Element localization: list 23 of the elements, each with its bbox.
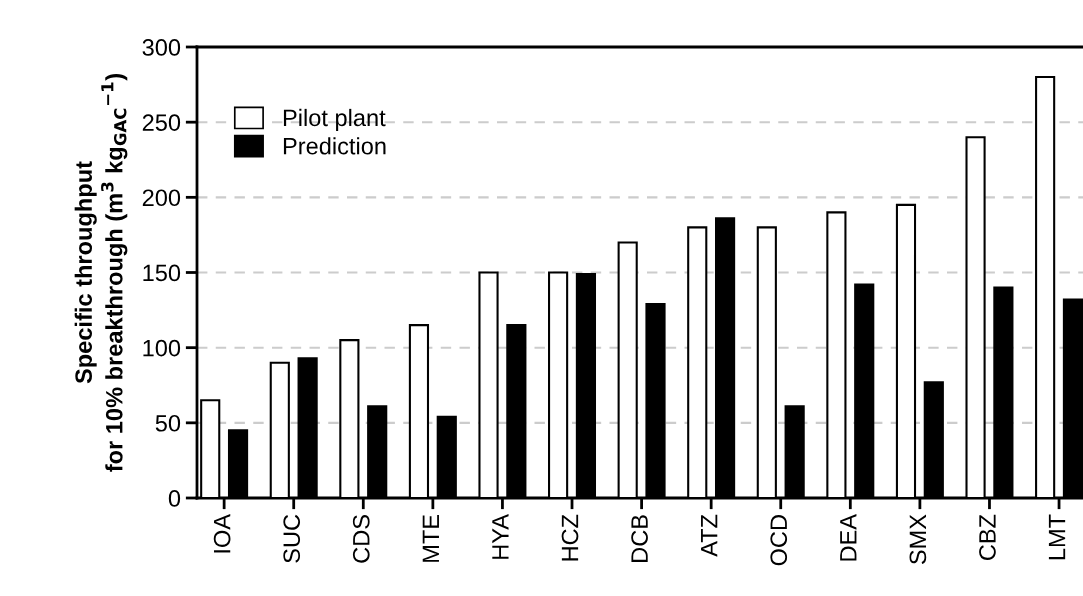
x-tick-label: DCB xyxy=(631,515,648,562)
x-tick-label: HCZ xyxy=(561,514,579,561)
x-tick-label: SMX xyxy=(909,514,927,565)
x-tick-label: CBZ xyxy=(979,514,996,560)
x-tick-label: HYA xyxy=(492,514,509,559)
x-tick-label: IOA xyxy=(213,514,231,553)
y-tick-label: 50 xyxy=(155,414,181,432)
x-tick-label: MTE xyxy=(422,514,439,562)
x-tick-label: ATZ xyxy=(701,514,718,557)
y-tick-label: 100 xyxy=(143,339,181,357)
y-tick-label: 300 xyxy=(142,39,181,56)
x-tick-label: LMT xyxy=(1048,514,1066,560)
y-tick-label: 150 xyxy=(143,264,181,282)
y-tick-label: 200 xyxy=(142,189,181,207)
x-tick-label: DEA xyxy=(840,514,857,561)
x-tick-label: CDS xyxy=(352,515,370,563)
x-tick-label: OCD xyxy=(770,515,788,566)
y-axis-title: Specific throughput for 10% breakthrough (m$^{3}$ kg$_{GAC}$$^{−1}$) xyxy=(74,74,128,472)
y-tick-label: 250 xyxy=(142,114,181,131)
y-tick-label: 0 xyxy=(168,490,181,507)
legend-label: Pilot plant xyxy=(283,108,386,131)
x-tick-label: SUC xyxy=(283,514,301,563)
legend-label: Prediction xyxy=(283,137,386,155)
